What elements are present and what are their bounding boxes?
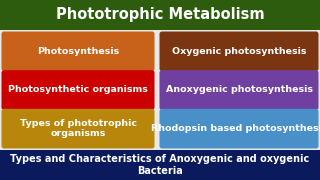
FancyBboxPatch shape	[159, 31, 318, 71]
FancyBboxPatch shape	[2, 109, 155, 148]
FancyBboxPatch shape	[0, 0, 320, 30]
Text: Photosynthetic organisms: Photosynthetic organisms	[8, 86, 148, 94]
FancyBboxPatch shape	[0, 150, 320, 180]
Text: Rhodopsin based photosynthesis: Rhodopsin based photosynthesis	[151, 124, 320, 133]
FancyBboxPatch shape	[2, 31, 155, 71]
Text: Types and Characteristics of Anoxygenic and oxygenic
Bacteria: Types and Characteristics of Anoxygenic …	[10, 154, 310, 176]
FancyBboxPatch shape	[159, 109, 318, 148]
Text: Oxygenic photosynthesis: Oxygenic photosynthesis	[172, 47, 306, 56]
FancyBboxPatch shape	[2, 70, 155, 110]
FancyBboxPatch shape	[159, 70, 318, 110]
Text: Anoxygenic photosynthesis: Anoxygenic photosynthesis	[165, 86, 313, 94]
Text: Phototrophic Metabolism: Phototrophic Metabolism	[56, 8, 264, 22]
Text: Photosynthesis: Photosynthesis	[37, 47, 119, 56]
Text: Types of phototrophic
organisms: Types of phototrophic organisms	[20, 119, 137, 138]
